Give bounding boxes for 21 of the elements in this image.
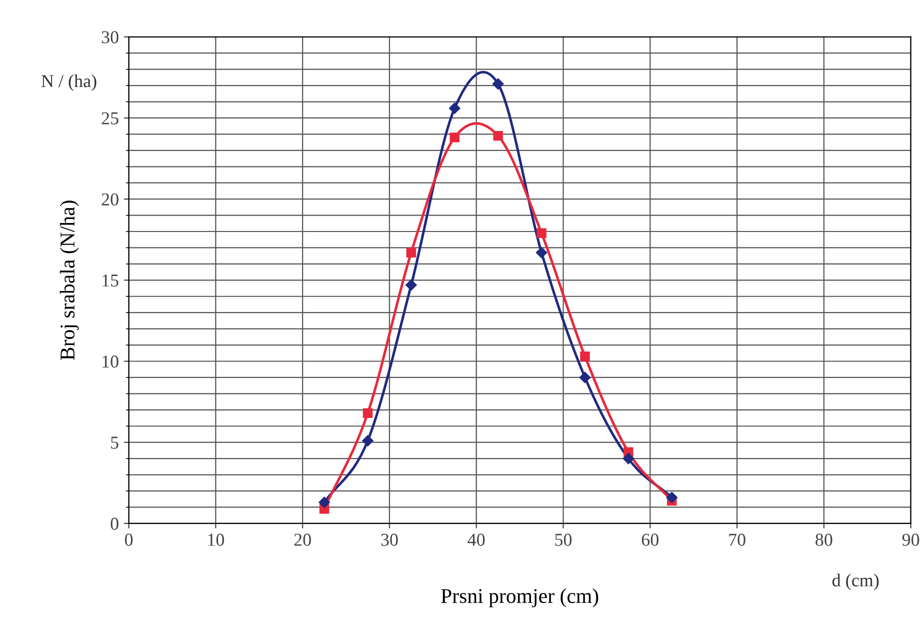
x-tick-label: 30 bbox=[381, 534, 398, 546]
x-tick-label: 10 bbox=[208, 534, 224, 546]
y-tick-label: 5 bbox=[111, 436, 118, 449]
y-tick-label: 25 bbox=[102, 112, 118, 124]
text: N / (ha) bbox=[41, 74, 96, 91]
y-tick-label: 30 bbox=[102, 31, 118, 44]
y-tick-label: 20 bbox=[102, 193, 118, 206]
x-tick-label: 80 bbox=[816, 534, 832, 546]
x-tick-label: 40 bbox=[468, 534, 485, 546]
x-axis-title: Prsni promjer (cm) bbox=[441, 588, 598, 608]
x-tick-label: 50 bbox=[555, 534, 572, 546]
text: d (cm) bbox=[832, 574, 879, 590]
x-tick-label: 0 bbox=[124, 534, 133, 546]
x-tick-label: 60 bbox=[642, 534, 658, 546]
y-axis-title: Broj srabala (N/ha) bbox=[60, 200, 79, 360]
y-tick-label: 10 bbox=[102, 356, 118, 368]
x-tick-label: 70 bbox=[729, 534, 746, 546]
x-tick-label: 20 bbox=[294, 534, 311, 546]
y-tick-label: 0 bbox=[110, 518, 118, 530]
x-tick-label: 90 bbox=[902, 534, 920, 546]
y-tick-label: 15 bbox=[102, 274, 118, 287]
